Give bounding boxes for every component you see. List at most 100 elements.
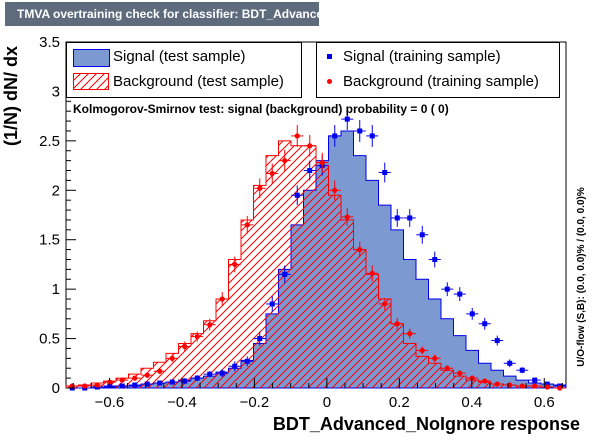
signal-train-marker bbox=[482, 321, 488, 327]
signal-train-point bbox=[403, 209, 416, 227]
signal-train-point bbox=[116, 383, 129, 389]
signal-train-point bbox=[528, 377, 541, 383]
signal-train-marker bbox=[232, 363, 238, 369]
background-train-point bbox=[216, 292, 229, 306]
signal-train-point bbox=[453, 287, 466, 302]
background-train-marker bbox=[294, 133, 300, 139]
background-train-point bbox=[141, 372, 154, 379]
canvas-title: TMVA overtraining check for classifier: … bbox=[5, 2, 390, 26]
signal-train-marker bbox=[207, 371, 213, 377]
background-train-point bbox=[116, 377, 129, 383]
signal-train-marker bbox=[382, 169, 388, 175]
background-train-marker bbox=[407, 331, 413, 337]
signal-train-marker bbox=[469, 311, 475, 317]
signal-train-point bbox=[266, 296, 279, 312]
background-train-point bbox=[528, 383, 541, 389]
signal-train-point bbox=[503, 359, 516, 368]
signal-train-point bbox=[291, 185, 304, 206]
signal-train-marker bbox=[119, 383, 125, 389]
background-train-point bbox=[328, 180, 341, 201]
background-train-point bbox=[353, 241, 366, 258]
background-train-marker bbox=[319, 160, 325, 166]
background-train-marker bbox=[82, 383, 88, 389]
background-train-point bbox=[453, 370, 466, 377]
legend-background-test-swatch bbox=[73, 73, 109, 90]
background-train-marker bbox=[219, 296, 225, 302]
background-train-marker bbox=[494, 381, 500, 387]
signal-train-marker bbox=[494, 338, 500, 344]
background-training-points bbox=[66, 125, 566, 391]
background-train-marker bbox=[557, 385, 563, 391]
background-train-point bbox=[428, 354, 441, 363]
background-train-point bbox=[366, 265, 379, 282]
signal-train-point bbox=[191, 375, 204, 382]
background-test-hatch bbox=[66, 140, 566, 388]
background-train-point bbox=[403, 328, 416, 339]
y-tick-label: 1 bbox=[52, 281, 60, 298]
legend-training: Signal (training sample) Background (tra… bbox=[316, 42, 560, 98]
signal-train-marker bbox=[369, 133, 375, 139]
x-tick-label: 0.6 bbox=[534, 394, 555, 411]
signal-train-point bbox=[203, 371, 216, 378]
signal-train-point bbox=[128, 382, 141, 388]
background-train-point bbox=[78, 383, 91, 389]
background-train-point bbox=[491, 381, 504, 387]
x-tick-label: 0 bbox=[323, 394, 331, 411]
background-train-marker bbox=[182, 343, 188, 350]
background-train-point bbox=[391, 317, 404, 330]
background-train-point bbox=[416, 346, 429, 355]
signal-train-marker bbox=[169, 379, 175, 385]
signal-train-marker bbox=[357, 128, 363, 134]
signal-train-point bbox=[303, 160, 316, 181]
signal-train-marker bbox=[544, 381, 550, 387]
axes: −0.6 −0.4 −0.2 0 0.2 0.4 0.6 0 0.5 1 1.5 2 2.5 3 3.5 bbox=[39, 34, 563, 411]
signal-train-point bbox=[428, 251, 441, 268]
background-train-point bbox=[378, 298, 391, 310]
x-tick-label: 0.2 bbox=[389, 394, 410, 411]
signal-train-marker bbox=[444, 286, 450, 292]
signal-train-marker bbox=[294, 192, 300, 198]
background-train-point bbox=[91, 382, 104, 388]
background-train-marker bbox=[282, 158, 288, 164]
signal-train-marker bbox=[282, 271, 288, 277]
signal-train-point bbox=[328, 125, 341, 147]
background-train-marker bbox=[344, 214, 350, 220]
y-tick-label: 1.5 bbox=[39, 232, 60, 249]
signal-train-marker bbox=[457, 291, 463, 297]
background-train-point bbox=[203, 318, 216, 331]
background-train-marker bbox=[357, 247, 363, 253]
background-train-point bbox=[441, 365, 454, 372]
signal-train-marker bbox=[332, 133, 338, 139]
signal-train-marker bbox=[244, 358, 250, 364]
signal-train-point bbox=[441, 282, 454, 297]
signal-train-point bbox=[366, 125, 379, 147]
background-train-marker bbox=[482, 378, 488, 384]
signal-train-point bbox=[253, 331, 266, 346]
legend-signal-train-label: Signal (training sample) bbox=[343, 48, 501, 65]
background-train-marker bbox=[132, 375, 138, 381]
background-test-histogram bbox=[65, 140, 566, 389]
ks-test-text: Kolmogorov-Smirnov test: signal (backgro… bbox=[73, 102, 449, 116]
signal-train-marker bbox=[307, 168, 313, 174]
background-train-marker bbox=[382, 301, 388, 307]
y-tick-label: 3.5 bbox=[39, 34, 60, 51]
signal-train-point bbox=[491, 335, 504, 346]
background-train-marker bbox=[257, 185, 263, 191]
background-train-marker bbox=[519, 383, 525, 389]
legend-test: Signal (test sample) Background (test sa… bbox=[66, 42, 302, 98]
signal-train-point bbox=[466, 307, 479, 320]
background-train-marker bbox=[444, 365, 450, 371]
background-train-point bbox=[553, 385, 566, 391]
x-axis-label: BDT_Advanced_NoIgnore response bbox=[272, 414, 580, 434]
legend-signal-test-swatch bbox=[73, 49, 110, 67]
y-tick-label: 0.5 bbox=[39, 331, 60, 348]
background-train-point bbox=[291, 125, 304, 147]
background-train-point bbox=[178, 341, 191, 352]
signal-train-point bbox=[178, 378, 191, 385]
background-train-point bbox=[278, 149, 291, 172]
background-train-point bbox=[541, 384, 554, 390]
background-train-marker bbox=[169, 355, 175, 361]
signal-train-point bbox=[166, 379, 179, 385]
background-train-point bbox=[128, 375, 141, 381]
